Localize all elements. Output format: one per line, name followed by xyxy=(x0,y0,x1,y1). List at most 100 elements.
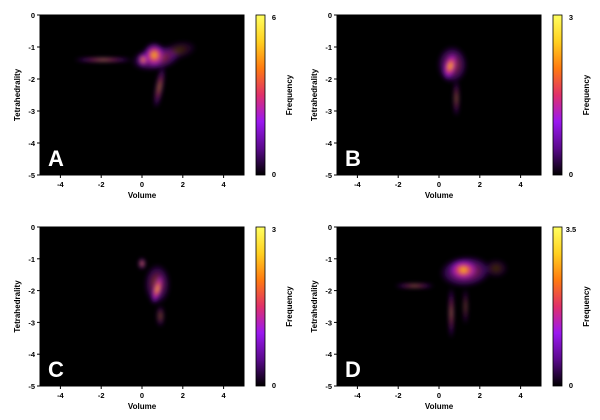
y-tick-label: -3 xyxy=(325,318,332,327)
y-tick-label: -5 xyxy=(28,171,35,180)
density-region xyxy=(160,40,197,60)
y-tick-label: -3 xyxy=(325,107,332,116)
colorbar-label: Frequency xyxy=(582,74,591,115)
y-tick-label: 0 xyxy=(328,223,332,232)
colorbar-max-label: 3 xyxy=(569,13,573,22)
density-region xyxy=(138,257,146,270)
colorbar xyxy=(255,14,266,176)
heatmap-panel-b: -4 -2 0 2 4 0 -1 -2 -3 -4 -5 Volume Tetrahedrality B 3… xyxy=(310,11,591,200)
y-axis-label: Tetrahedrality xyxy=(13,68,22,121)
x-tick-label: 4 xyxy=(519,391,524,400)
y-tick-label: -1 xyxy=(325,43,332,52)
density-region xyxy=(442,52,459,81)
y-tick-label: -2 xyxy=(325,75,332,84)
plot-area xyxy=(337,15,541,175)
y-tick-label: -4 xyxy=(28,139,35,148)
y-axis-label: Tetrahedrality xyxy=(13,280,22,333)
density-region xyxy=(153,64,165,110)
y-tick-label: -2 xyxy=(28,75,35,84)
x-tick-label: 0 xyxy=(140,180,144,189)
x-axis-label: Volume xyxy=(425,191,454,200)
y-tick-label: -2 xyxy=(28,287,35,296)
y-tick-label: 0 xyxy=(31,11,35,20)
x-tick-label: 2 xyxy=(478,180,482,189)
y-tick-label: -5 xyxy=(325,382,332,391)
colorbar-max-label: 3.5 xyxy=(566,225,576,234)
colorbar-max-label: 6 xyxy=(272,13,276,22)
x-tick-label: 4 xyxy=(222,391,227,400)
colorbar-label: Frequency xyxy=(582,286,591,327)
x-tick-label: -4 xyxy=(57,180,64,189)
x-axis-label: Volume xyxy=(128,191,157,200)
x-tick-label: 0 xyxy=(140,391,144,400)
y-tick-label: -1 xyxy=(28,43,35,52)
y-axis-label: Tetrahedrality xyxy=(310,280,319,333)
y-tick-label: -4 xyxy=(325,350,332,359)
y-tick-label: -1 xyxy=(28,255,35,264)
x-tick-label: 4 xyxy=(519,180,524,189)
y-tick-label: -5 xyxy=(325,171,332,180)
density-region xyxy=(156,304,165,328)
y-tick-label: -3 xyxy=(28,318,35,327)
density-region xyxy=(448,258,479,282)
density-layer xyxy=(138,257,171,328)
y-tick-label: 0 xyxy=(31,223,35,232)
density-layer xyxy=(394,255,509,340)
x-tick-label: -4 xyxy=(354,180,361,189)
panel-letter: A xyxy=(48,146,64,171)
density-region xyxy=(72,57,134,63)
x-tick-label: -2 xyxy=(395,391,402,400)
x-tick-label: 0 xyxy=(437,180,441,189)
plot-area xyxy=(337,227,541,386)
panel-letter: B xyxy=(345,146,361,171)
y-tick-label: -5 xyxy=(28,382,35,391)
colorbar-min-label: 0 xyxy=(569,170,573,179)
panel-letter: D xyxy=(345,357,361,382)
x-tick-label: 2 xyxy=(181,391,185,400)
density-layer xyxy=(436,45,468,118)
x-tick-label: -2 xyxy=(98,391,105,400)
density-region xyxy=(150,273,164,305)
x-tick-label: 2 xyxy=(478,391,482,400)
density-region xyxy=(137,52,149,67)
y-tick-label: -3 xyxy=(28,107,35,116)
x-axis-label: Volume xyxy=(425,402,454,411)
colorbar-min-label: 0 xyxy=(569,381,573,390)
colorbar xyxy=(255,226,266,387)
colorbar-min-label: 0 xyxy=(272,381,276,390)
heatmap-panel-c: -4 -2 0 2 4 0 -1 -2 -3 -4 -5 Volume Tetrahedrality C 3… xyxy=(13,223,294,411)
colorbar xyxy=(552,226,563,387)
heatmap-panel-a: -4 -2 0 2 4 0 -1 -2 -3 -4 -5 Volume Tetrahedrality A 6… xyxy=(13,11,294,200)
density-region xyxy=(453,79,460,118)
density-region xyxy=(394,283,435,289)
density-region xyxy=(143,42,166,68)
plot-area xyxy=(40,227,244,386)
x-tick-label: -4 xyxy=(354,391,361,400)
x-axis-label: Volume xyxy=(128,402,157,411)
heatmap-panel-d: -4 -2 0 2 4 0 -1 -2 -3 -4 -5 Volume Tetrahedrality D 3… xyxy=(310,223,591,411)
density-region xyxy=(483,258,509,278)
x-tick-label: 2 xyxy=(181,180,185,189)
colorbar-max-label: 3 xyxy=(272,225,276,234)
density-region xyxy=(448,285,455,340)
panel-letter: C xyxy=(48,357,64,382)
colorbar xyxy=(552,14,563,176)
x-tick-label: 4 xyxy=(222,180,227,189)
density-region xyxy=(463,287,468,326)
y-axis-label: Tetrahedrality xyxy=(310,68,319,121)
plot-area xyxy=(40,15,244,175)
x-tick-label: 0 xyxy=(437,391,441,400)
y-tick-label: -4 xyxy=(325,139,332,148)
colorbar-label: Frequency xyxy=(285,74,294,115)
density-layer xyxy=(72,40,197,110)
x-tick-label: -4 xyxy=(57,391,64,400)
y-tick-label: -2 xyxy=(325,287,332,296)
colorbar-label: Frequency xyxy=(285,286,294,327)
x-tick-label: -2 xyxy=(395,180,402,189)
y-tick-label: -1 xyxy=(325,255,332,264)
y-tick-label: 0 xyxy=(328,11,332,20)
x-tick-label: -2 xyxy=(98,180,105,189)
y-tick-label: -4 xyxy=(28,350,35,359)
colorbar-min-label: 0 xyxy=(272,170,276,179)
